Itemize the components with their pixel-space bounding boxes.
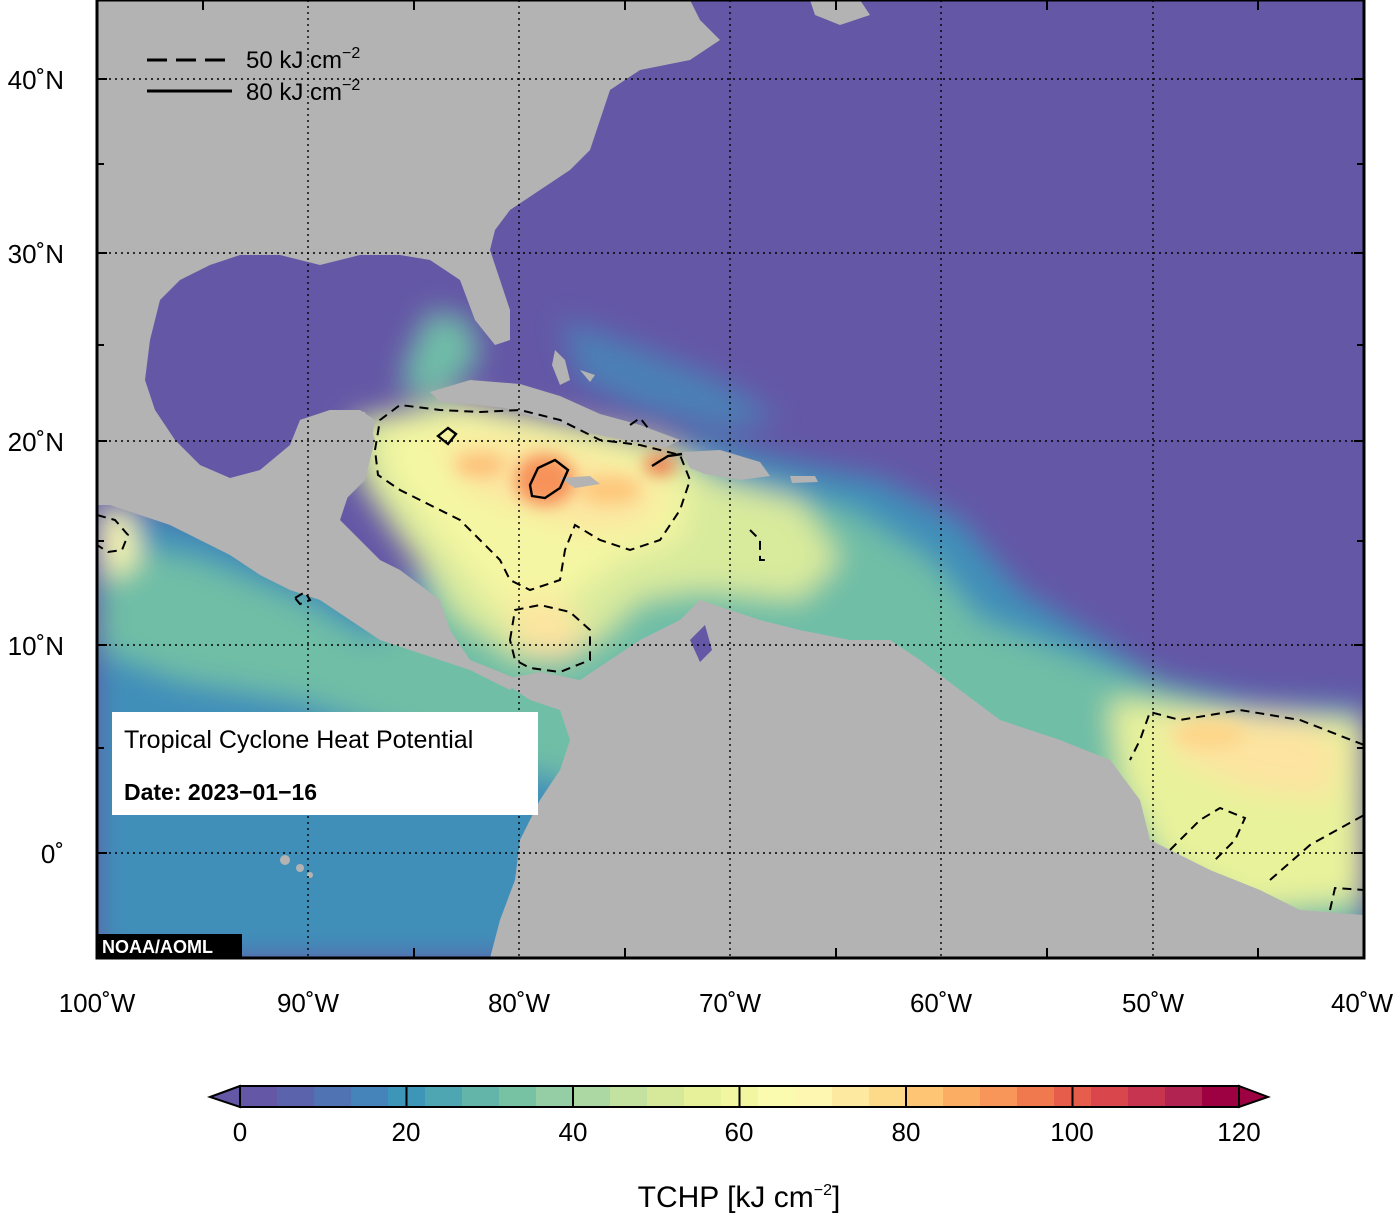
colorbar: 0 20 40 60 80 100 120 TCHP [kJ cm−2] <box>206 1084 1271 1214</box>
colorbar-swatch <box>1128 1086 1166 1107</box>
map-panel <box>97 0 1364 958</box>
colorbar-swatch <box>425 1086 463 1107</box>
colorbar-swatches <box>240 1086 1240 1107</box>
colorbar-tick-label: 100 <box>1050 1117 1093 1147</box>
colorbar-swatch <box>869 1086 907 1107</box>
contour-80 <box>436 426 683 500</box>
lat-label: 20˚N <box>8 427 64 457</box>
colorbar-swatch <box>795 1086 833 1107</box>
colorbar-labels: 0 20 40 60 80 100 120 <box>233 1117 1261 1147</box>
lon-label: 70˚W <box>699 988 762 1018</box>
land-masses <box>97 0 1364 958</box>
colorbar-tick-label: 20 <box>392 1117 421 1147</box>
lon-label: 80˚W <box>488 988 551 1018</box>
latitude-labels: 40˚N 30˚N 20˚N 10˚N 0˚ <box>8 65 64 869</box>
colorbar-swatch <box>240 1086 278 1107</box>
land-north-america <box>97 0 720 690</box>
info-box: Tropical Cyclone Heat Potential Date: 20… <box>112 712 538 815</box>
colorbar-tick-label: 40 <box>559 1117 588 1147</box>
lat-label: 0˚ <box>41 839 64 869</box>
lon-label: 100˚W <box>59 988 136 1018</box>
colorbar-low-arrow <box>206 1084 241 1109</box>
lon-label: 50˚W <box>1122 988 1185 1018</box>
colorbar-swatch <box>573 1086 611 1107</box>
colorbar-tick-label: 120 <box>1217 1117 1260 1147</box>
land-cuba <box>430 380 680 448</box>
info-title: Tropical Cyclone Heat Potential <box>124 726 473 754</box>
frame-ticks <box>97 0 1364 958</box>
lon-label: 40˚W <box>1331 988 1394 1018</box>
colorbar-swatch <box>684 1086 722 1107</box>
lat-label: 40˚N <box>8 65 64 95</box>
colorbar-swatch <box>536 1086 574 1107</box>
info-date: Date: 2023−01−16 <box>124 779 317 805</box>
colorbar-swatch <box>277 1086 315 1107</box>
colorbar-tick-label: 80 <box>892 1117 921 1147</box>
colorbar-swatch <box>1165 1086 1203 1107</box>
colorbar-swatch <box>647 1086 685 1107</box>
tchp-hotspots <box>455 453 1245 749</box>
lon-label: 90˚W <box>277 988 340 1018</box>
colorbar-swatch <box>832 1086 870 1107</box>
colorbar-swatch <box>1202 1086 1240 1107</box>
lat-label: 30˚N <box>8 239 64 269</box>
colorbar-swatch <box>1091 1086 1129 1107</box>
contour-legend: 50 kJ cm−2 80 kJ cm−2 <box>147 45 360 106</box>
colorbar-swatch <box>906 1086 944 1107</box>
colorbar-swatch <box>499 1086 537 1107</box>
credit-text: NOAA/AOML <box>102 937 213 957</box>
lat-label: 10˚N <box>8 631 64 661</box>
colorbar-swatch <box>758 1086 796 1107</box>
land-jamaica <box>560 476 600 488</box>
land-south-america <box>490 600 1364 958</box>
colorbar-swatch <box>1017 1086 1055 1107</box>
colorbar-swatch <box>610 1086 648 1107</box>
colorbar-tick-label: 60 <box>725 1117 754 1147</box>
colorbar-swatch <box>462 1086 500 1107</box>
land-hispaniola <box>682 450 770 480</box>
colorbar-swatch <box>314 1086 352 1107</box>
lon-label: 60˚W <box>910 988 973 1018</box>
colorbar-high-arrow <box>1238 1084 1271 1109</box>
colorbar-swatch <box>980 1086 1018 1107</box>
map-frame <box>95 0 1366 960</box>
legend-50-label: 50 kJ cm−2 <box>246 45 360 74</box>
colorbar-swatch <box>943 1086 981 1107</box>
colorbar-title: TCHP [kJ cm−2] <box>638 1181 841 1214</box>
longitude-labels: 100˚W 90˚W 80˚W 70˚W 60˚W 50˚W 40˚W <box>59 988 1394 1018</box>
credit-badge: NOAA/AOML <box>98 934 242 958</box>
colorbar-swatch <box>351 1086 389 1107</box>
colorbar-tick-label: 0 <box>233 1117 247 1147</box>
legend-80-label: 80 kJ cm−2 <box>246 77 360 106</box>
colorbar-ticks <box>239 1086 1240 1107</box>
